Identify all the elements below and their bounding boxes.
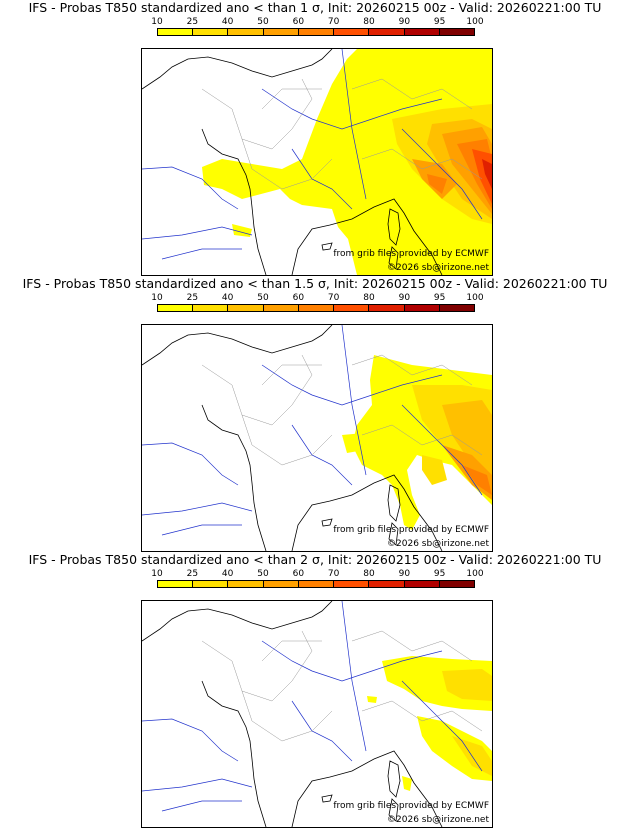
probability-colorbar: 10 25 40 50 60 70 80 90 95 100 — [151, 569, 484, 600]
map-drawing — [142, 601, 492, 827]
colorbar-swatch — [298, 305, 335, 311]
colorbar-tick-label: 50 — [257, 569, 269, 579]
colorbar-swatch — [193, 305, 229, 311]
borders — [201, 354, 483, 466]
colorbar-swatch — [263, 305, 299, 311]
colorbar-swatch — [369, 29, 405, 35]
data-source-credit: from grib files provided by ECMWF — [333, 249, 489, 259]
colorbar-swatch — [404, 305, 440, 311]
colorbar-swatch — [369, 581, 405, 587]
colorbar-tick-label: 80 — [363, 293, 375, 303]
colorbar-tick-label: 95 — [433, 293, 446, 303]
colorbar-tick-label: 25 — [186, 17, 199, 27]
data-source-credit: from grib files provided by ECMWF — [333, 801, 489, 811]
probability-shading — [202, 49, 492, 275]
colorbar-tick-label: 40 — [221, 17, 234, 27]
probability-map-2sigma — [141, 600, 493, 828]
coastlines — [142, 325, 443, 551]
colorbar-tick-label: 25 — [186, 569, 199, 579]
map-panel-1: IFS - Probas T850 standardized ano < tha… — [0, 0, 630, 276]
colorbar-swatch — [334, 581, 370, 587]
panel-title: IFS - Probas T850 standardized ano < tha… — [22, 276, 608, 291]
probability-colorbar: 10 25 40 50 60 70 80 90 95 100 — [151, 293, 484, 324]
colorbar-tick-label: 80 — [363, 569, 375, 579]
colorbar-tick-label: 90 — [398, 293, 411, 303]
rivers — [142, 601, 483, 812]
map-drawing — [142, 49, 492, 275]
colorbar-swatch — [158, 29, 194, 35]
colorbar-tick-label: 80 — [363, 17, 375, 27]
colorbar-tick-label: 40 — [221, 293, 234, 303]
colorbar-tick-label: 25 — [186, 293, 199, 303]
colorbar-tick-labels: 10 25 40 50 60 70 80 90 95 100 — [151, 569, 483, 580]
colorbar-swatch — [228, 581, 264, 587]
colorbar-tick-label: 90 — [398, 17, 411, 27]
probability-shading — [342, 355, 492, 530]
colorbar-tick-label: 60 — [292, 17, 305, 27]
colorbar-tick-label: 10 — [151, 569, 163, 579]
colorbar-swatches — [157, 304, 475, 312]
probability-map-1-5sigma — [141, 324, 493, 552]
colorbar-tick-label: 70 — [327, 17, 340, 27]
colorbar-tick-label: 40 — [221, 569, 234, 579]
colorbar-swatch — [193, 581, 229, 587]
coastlines — [142, 49, 443, 275]
colorbar-tick-label: 95 — [433, 17, 446, 27]
probability-colorbar: 10 25 40 50 60 70 80 90 95 100 — [151, 17, 484, 48]
colorbar-swatch — [228, 305, 264, 311]
colorbar-swatch — [263, 581, 299, 587]
colorbar-tick-label: 10 — [151, 17, 163, 27]
colorbar-tick-label: 90 — [398, 569, 411, 579]
coastlines — [142, 601, 443, 827]
copyright-credit: ©2026 sb@irizone.net — [387, 815, 489, 825]
colorbar-tick-label: 60 — [292, 293, 305, 303]
colorbar-swatch — [158, 305, 194, 311]
colorbar-swatch — [439, 29, 474, 35]
colorbar-tick-label: 70 — [327, 569, 340, 579]
colorbar-tick-label: 100 — [466, 17, 484, 27]
panel-title: IFS - Probas T850 standardized ano < tha… — [28, 0, 602, 15]
colorbar-swatch — [404, 581, 440, 587]
colorbar-swatches — [157, 28, 475, 36]
rivers — [142, 49, 483, 260]
borders — [201, 630, 483, 742]
map-panel-3: IFS - Probas T850 standardized ano < tha… — [0, 552, 630, 828]
copyright-credit: ©2026 sb@irizone.net — [387, 539, 489, 549]
copyright-credit: ©2026 sb@irizone.net — [387, 263, 489, 273]
colorbar-tick-labels: 10 25 40 50 60 70 80 90 95 100 — [151, 17, 483, 28]
rivers — [142, 325, 483, 536]
colorbar-tick-label: 10 — [151, 293, 163, 303]
colorbar-tick-label: 60 — [292, 569, 305, 579]
borders — [201, 78, 483, 190]
colorbar-tick-label: 95 — [433, 569, 446, 579]
panel-title: IFS - Probas T850 standardized ano < tha… — [28, 552, 602, 567]
colorbar-swatch — [334, 29, 370, 35]
colorbar-swatch — [193, 29, 229, 35]
probability-map-1sigma — [141, 48, 493, 276]
colorbar-swatches — [157, 580, 475, 588]
colorbar-tick-label: 50 — [257, 293, 269, 303]
data-source-credit: from grib files provided by ECMWF — [333, 525, 489, 535]
colorbar-swatch — [439, 581, 474, 587]
colorbar-tick-label: 50 — [257, 17, 269, 27]
colorbar-tick-label: 100 — [466, 569, 484, 579]
colorbar-tick-labels: 10 25 40 50 60 70 80 90 95 100 — [151, 293, 483, 304]
map-panel-2: IFS - Probas T850 standardized ano < tha… — [0, 276, 630, 552]
colorbar-swatch — [263, 29, 299, 35]
colorbar-swatch — [158, 581, 194, 587]
colorbar-swatch — [439, 305, 474, 311]
colorbar-tick-label: 100 — [466, 293, 484, 303]
colorbar-swatch — [298, 581, 335, 587]
colorbar-swatch — [404, 29, 440, 35]
colorbar-swatch — [369, 305, 405, 311]
probability-shading — [367, 656, 492, 791]
map-drawing — [142, 325, 492, 551]
colorbar-swatch — [298, 29, 335, 35]
colorbar-swatch — [334, 305, 370, 311]
colorbar-tick-label: 70 — [327, 293, 340, 303]
colorbar-swatch — [228, 29, 264, 35]
